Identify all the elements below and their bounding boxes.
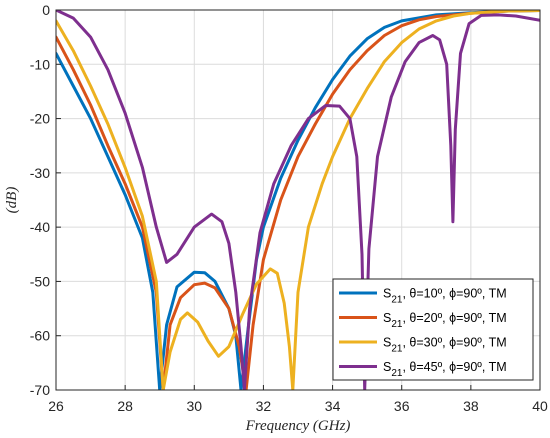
y-ticks: 0 -10 -20 -30 -40 -50 -60 -70 — [30, 2, 61, 398]
legend-label-3: S21, θ=30º, ϕ=90º, TM — [383, 336, 507, 355]
legend-label-4: S21, θ=45º, ϕ=90º, TM — [383, 360, 507, 379]
y-tick-label: -10 — [30, 56, 50, 72]
legend-label-2: S21, θ=20º, ϕ=90º, TM — [383, 311, 507, 330]
x-tick-label: 26 — [48, 398, 64, 414]
series-lines — [56, 10, 540, 390]
y-tick-label: -50 — [30, 273, 50, 289]
y-axis-title: (dB) — [4, 187, 20, 214]
series-line-3 — [56, 10, 540, 390]
legend: S21, θ=10º, ϕ=90º, TM S21, θ=20º, ϕ=90º, … — [332, 278, 534, 381]
series-line-4 — [56, 10, 540, 390]
x-tick-label: 34 — [325, 398, 341, 414]
y-tick-label: -20 — [30, 111, 50, 127]
x-tick-label: 32 — [256, 398, 272, 414]
x-tick-label: 38 — [463, 398, 479, 414]
legend-label-1: S21, θ=10º, ϕ=90º, TM — [383, 287, 507, 306]
plot-frame — [55, 9, 541, 391]
series-line-2 — [56, 10, 540, 390]
y-tick-label: -60 — [30, 328, 50, 344]
x-tick-label: 40 — [532, 398, 548, 414]
x-ticks: 26 28 30 32 34 36 38 40 — [48, 385, 548, 414]
series-line-1 — [56, 10, 540, 390]
x-tick-label: 28 — [117, 398, 133, 414]
y-tick-label: 0 — [42, 2, 50, 18]
y-tick-label: -30 — [30, 165, 50, 181]
x-axis-title: Frequency (GHz) — [245, 418, 351, 434]
x-tick-label: 30 — [186, 398, 202, 414]
legend-box — [332, 278, 534, 381]
y-tick-label: -40 — [30, 219, 50, 235]
x-tick-label: 36 — [394, 398, 410, 414]
y-tick-label: -70 — [30, 382, 50, 398]
